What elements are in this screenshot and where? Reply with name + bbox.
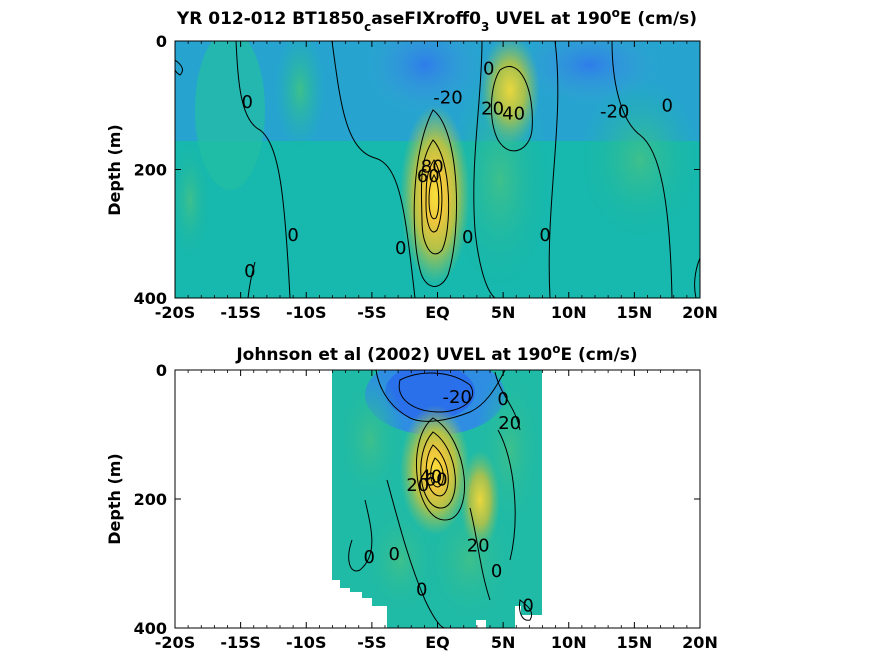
y-axis-label: Depth (m) [105,124,124,216]
x-tick-label: -20S [155,633,195,652]
contour-label: 0 [462,227,473,248]
contour-label: 0 [416,579,427,600]
x-tick-label: EQ [425,303,450,322]
y-tick-label: 0 [156,32,167,51]
contour-label: 20 [406,475,429,496]
contour-label: 0 [539,225,550,246]
x-tick-label: -10S [286,303,326,322]
x-tick-label: -5S [357,633,386,652]
observed-contours [348,370,533,628]
panel-observed-title: Johnson et al (2002) UVEL at 190oE (cm/s… [235,342,637,365]
y-tick-label: 200 [134,161,167,180]
contour-label: -20 [600,102,629,123]
contour-label: 0 [491,561,502,582]
contour-label: 0 [244,261,255,282]
x-tick-label: 20N [682,303,718,322]
contour-label: 20 [481,98,504,119]
y-tick-label: 400 [134,619,167,638]
observed-field [332,370,542,628]
x-tick-label: -15S [220,633,260,652]
y-axis-label: Depth (m) [105,453,124,545]
contour-label: 0 [241,92,252,113]
contour-label: -20 [442,387,471,408]
x-tick-label: -15S [220,303,260,322]
x-tick-label: -5S [357,303,386,322]
contour-label: 60 [417,166,440,187]
x-tick-label: -20S [155,303,195,322]
y-tick-label: 200 [134,490,167,509]
contour-label: 0 [497,389,508,410]
x-tick-label: 15N [617,303,653,322]
contour-label: 20 [498,413,521,434]
x-tick-label: -10S [286,633,326,652]
contour-label: 0 [395,238,406,259]
contour-label: -20 [433,88,462,109]
contour-label: 0 [287,225,298,246]
x-tick-label: 5N [491,303,516,322]
contour-label: 80 [421,156,444,177]
x-tick-label: EQ [425,633,450,652]
contour-label: 0 [661,95,672,116]
contour-label: 0 [522,595,533,616]
y-tick-label: 0 [156,361,167,380]
model-contours [175,41,700,298]
contour-label: 20 [467,535,490,556]
observed-x-axis: -20S -15S -10S -5S EQ 5N 10N 15N 20N [155,370,718,652]
panel-model: YR 012-012 BT1850caseFIXroff03 UVEL at 1… [105,6,718,322]
x-tick-label: 10N [551,633,587,652]
contour-label: 0 [483,59,494,80]
x-tick-label: 15N [617,633,653,652]
model-x-axis: -20S -15S -10S -5S EQ 5N 10N 15N 20N [155,41,718,322]
contour-label: 40 [419,466,442,487]
contour-label: 60 [425,470,448,491]
x-tick-label: 20N [682,633,718,652]
panel-observed: Johnson et al (2002) UVEL at 190oE (cm/s… [105,342,718,652]
contour-label: 40 [502,104,525,125]
panel-model-title: YR 012-012 BT1850caseFIXroff03 UVEL at 1… [176,6,697,34]
y-tick-label: 400 [134,289,167,308]
contour-label: 0 [388,544,399,565]
x-tick-label: 5N [491,633,516,652]
x-tick-label: 10N [551,303,587,322]
contour-label: 0 [364,547,375,568]
